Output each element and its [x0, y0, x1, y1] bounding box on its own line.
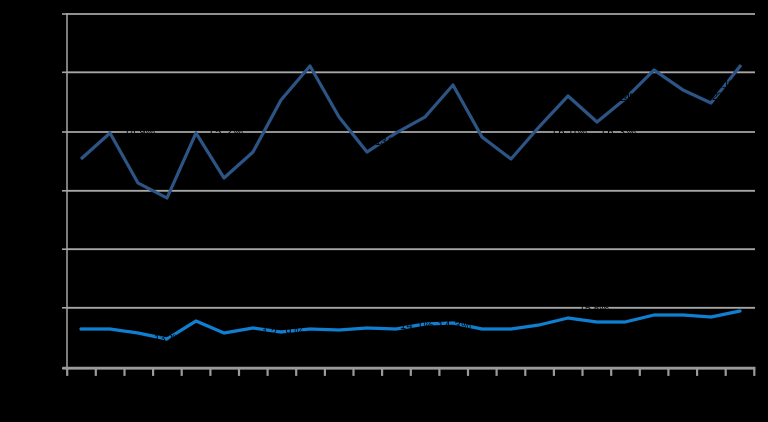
svg-text:24.1%: 24.1%	[712, 79, 738, 91]
svg-text:13.2%: 13.2%	[154, 333, 182, 345]
svg-text:15.8%: 15.8%	[579, 303, 609, 315]
svg-text:16.3%: 16.3%	[600, 127, 636, 139]
svg-text:16.0%: 16.0%	[551, 127, 587, 139]
svg-text:24.5%: 24.5%	[620, 92, 643, 104]
svg-text:15.2%: 15.2%	[208, 127, 243, 139]
svg-text:14.1% 14.3%: 14.1% 14.3%	[400, 320, 471, 332]
svg-text:14.9%: 14.9%	[124, 127, 155, 139]
svg-text:23.9%: 23.9%	[712, 91, 738, 103]
svg-text:13.8: 13.8	[375, 136, 394, 148]
